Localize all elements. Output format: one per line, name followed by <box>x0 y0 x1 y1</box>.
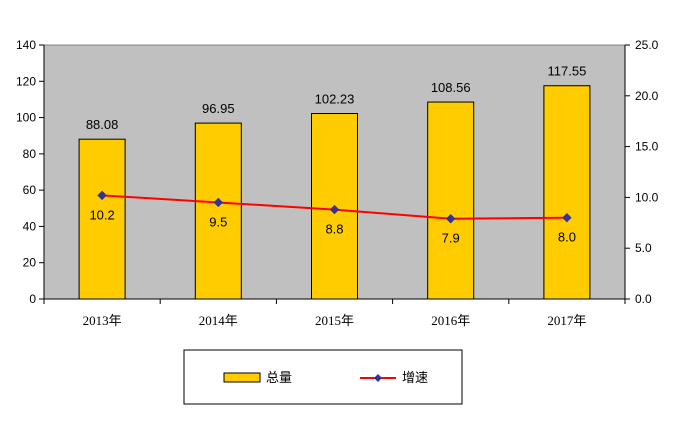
y-left-tick-label: 100 <box>16 111 36 125</box>
y-left-tick-label: 20 <box>23 256 37 270</box>
legend-label-growth: 增速 <box>402 370 428 385</box>
x-tick-label: 2013年 <box>83 313 122 328</box>
bar <box>427 101 475 300</box>
x-tick-label: 2017年 <box>547 313 586 328</box>
bar <box>543 85 591 300</box>
bar-data-label: 88.08 <box>86 117 119 132</box>
legend-label-total: 总量 <box>266 370 292 385</box>
bar-data-label: 96.95 <box>202 101 235 116</box>
y-left-tick-label: 140 <box>16 38 36 52</box>
y-right-tick-label: 10.0 <box>635 190 659 204</box>
legend-swatch-bar <box>223 372 261 383</box>
y-left-tick-label: 120 <box>16 74 36 88</box>
y-right-tick-label: 15.0 <box>635 140 659 154</box>
line-data-label: 7.9 <box>442 231 460 246</box>
y-right-tick-label: 0.0 <box>635 292 652 306</box>
line-data-label: 10.2 <box>89 207 114 222</box>
line-marker <box>213 197 224 208</box>
line-data-label: 9.5 <box>209 214 227 229</box>
line-marker <box>562 213 572 223</box>
bar-data-label: 108.56 <box>431 80 471 95</box>
y-right-tick-label: 5.0 <box>635 241 652 255</box>
line-data-label: 8.0 <box>558 230 576 245</box>
bar <box>78 138 126 300</box>
line-marker <box>329 204 340 215</box>
x-tick-label: 2014年 <box>199 313 238 328</box>
bar-data-label: 117.55 <box>548 64 587 79</box>
y-right-tick-label: 25.0 <box>635 38 659 52</box>
line-marker <box>445 214 456 224</box>
x-tick-label: 2016年 <box>431 313 470 328</box>
line-data-label: 8.8 <box>325 222 343 237</box>
y-left-tick-label: 80 <box>23 147 37 161</box>
y-right-tick-label: 20.0 <box>635 89 659 103</box>
legend-swatch-marker <box>374 374 382 382</box>
y-left-tick-label: 40 <box>23 219 37 233</box>
line-marker <box>97 190 107 201</box>
y-left-tick-label: 60 <box>23 183 37 197</box>
y-left-tick-label: 0 <box>29 292 36 306</box>
bar <box>194 122 242 300</box>
bar-data-label: 102.23 <box>315 92 355 107</box>
x-tick-label: 2015年 <box>315 313 354 328</box>
